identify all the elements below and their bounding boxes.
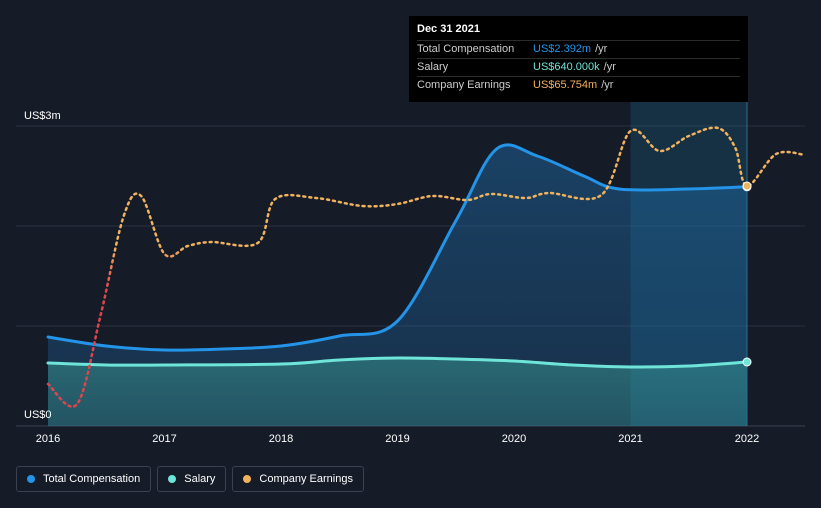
x-tick-label: 2018: [269, 433, 293, 445]
legend-label: Total Compensation: [43, 473, 141, 485]
tooltip-value: US$65.754m: [533, 79, 598, 91]
area-layer: [48, 144, 747, 426]
tooltip-label: Company Earnings: [417, 79, 511, 91]
legend-dot-icon: [243, 475, 252, 483]
salary-line: [46, 356, 749, 369]
company-earnings-marker: [742, 181, 752, 191]
legend-dot-icon: [168, 475, 177, 483]
compensation-chart: 2016 2017 2018 2019 2020 2021 2022 US$3m US$0: [16, 100, 807, 445]
tooltip-value: US$640.000k: [533, 61, 600, 73]
legend-dot-icon: [27, 475, 35, 483]
tooltip-unit: /yr: [595, 43, 608, 55]
total-compensation-line: [46, 143, 749, 352]
tooltip-unit: /yr: [603, 61, 616, 73]
x-tick-label: 2019: [385, 433, 409, 445]
legend-label: Salary: [184, 473, 216, 485]
legend-item-company-earnings[interactable]: Company Earnings: [232, 466, 364, 492]
x-tick-label: 2021: [618, 433, 642, 445]
tooltip-label: Salary: [417, 61, 449, 73]
y-tick-top: US$3m: [24, 110, 61, 122]
x-axis-ticks: 2016 2017 2018 2019 2020 2021 2022: [36, 433, 759, 445]
legend-item-total-compensation[interactable]: Total Compensation: [16, 466, 152, 492]
marker-layer: [742, 181, 752, 367]
tooltip-row-total-compensation: Total Compensation US$2.392m /yr: [417, 40, 740, 58]
x-tick-label: 2016: [36, 433, 60, 445]
line-layer: [46, 126, 807, 408]
x-tick-label: 2022: [735, 433, 759, 445]
tooltip-date: Dec 31 2021: [417, 23, 480, 35]
company-earnings-line: [46, 126, 807, 408]
x-tick-label: 2020: [502, 433, 526, 445]
tooltip-row-company-earnings: Company Earnings US$65.754m /yr: [417, 76, 740, 94]
legend: Total Compensation Salary Company Earnin…: [16, 466, 364, 492]
salary-area: [48, 357, 747, 426]
y-tick-bottom: US$0: [24, 409, 52, 421]
total-compensation-area: [48, 144, 747, 426]
tooltip: Dec 31 2021 Total Compensation US$2.392m…: [409, 16, 748, 102]
x-tick-label: 2017: [152, 433, 176, 445]
tooltip-label: Total Compensation: [417, 43, 515, 55]
tooltip-value: US$2.392m: [533, 43, 592, 55]
tooltip-row-salary: Salary US$640.000k /yr: [417, 58, 740, 76]
tooltip-unit: /yr: [601, 79, 614, 91]
salary-marker: [742, 357, 752, 367]
legend-label: Company Earnings: [259, 473, 353, 485]
legend-item-salary[interactable]: Salary: [157, 466, 227, 492]
